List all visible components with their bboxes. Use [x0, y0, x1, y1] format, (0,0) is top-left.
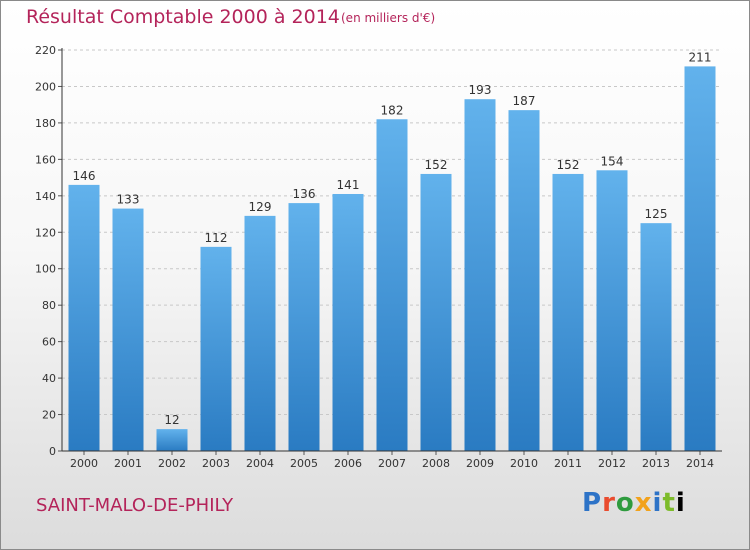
data-label-2008: 152: [425, 158, 448, 172]
data-label-2006: 141: [337, 178, 360, 192]
x-tick-label-2002: 2002: [158, 457, 186, 470]
bar-2012: [596, 170, 628, 452]
x-tick-label-2014: 2014: [686, 457, 714, 470]
chart-subtitle: (en milliers d'€): [341, 11, 436, 25]
y-tick-label: 80: [42, 299, 56, 312]
data-label-2014: 211: [689, 50, 712, 64]
bar-2004: [244, 215, 276, 451]
x-tick-label-2008: 2008: [422, 457, 450, 470]
y-tick-label: 20: [42, 409, 56, 422]
bar-2011: [552, 173, 584, 452]
city-name: SAINT-MALO-DE-PHILY: [36, 495, 234, 516]
axes: [58, 48, 722, 455]
data-label-2009: 193: [469, 83, 492, 97]
y-tick-label: 180: [35, 117, 56, 130]
labels: 0 20 40 60 80 100 120 140 160 180 200 220 146 2000 133…: [35, 44, 714, 470]
data-label-2002: 12: [164, 413, 179, 427]
x-tick-label-2006: 2006: [334, 457, 362, 470]
y-tick-label: 100: [35, 263, 56, 276]
x-tick-label-2010: 2010: [510, 457, 538, 470]
y-tick-label: 120: [35, 226, 56, 239]
data-label-2003: 112: [205, 231, 228, 245]
bar-2000: [68, 184, 100, 451]
x-tick-label-2000: 2000: [70, 457, 98, 470]
y-tick-label: 160: [35, 153, 56, 166]
x-tick-label-2012: 2012: [598, 457, 626, 470]
y-tick-label: 220: [35, 44, 56, 57]
y-tick-label: 60: [42, 336, 56, 349]
data-label-2007: 182: [381, 103, 404, 117]
x-tick-label-2011: 2011: [554, 457, 582, 470]
y-tick-label: 0: [49, 445, 56, 458]
bar-2001: [112, 208, 144, 451]
x-tick-label-2001: 2001: [114, 457, 142, 470]
x-tick-label-2013: 2013: [642, 457, 670, 470]
x-tick-label-2007: 2007: [378, 457, 406, 470]
data-label-2004: 129: [249, 200, 272, 214]
data-label-2013: 125: [645, 207, 668, 221]
chart-title: Résultat Comptable 2000 à 2014: [26, 6, 340, 28]
bar-2009: [464, 99, 496, 452]
bar-2006: [332, 193, 364, 451]
x-tick-label-2009: 2009: [466, 457, 494, 470]
data-label-2011: 152: [557, 158, 580, 172]
proxiti-logo: Proxiti: [582, 488, 686, 518]
y-tick-label: 40: [42, 372, 56, 385]
x-tick-label-2003: 2003: [202, 457, 230, 470]
bar-2014: [684, 66, 716, 452]
data-label-2012: 154: [601, 154, 624, 168]
bar-2010: [508, 110, 540, 452]
bar-2005: [288, 203, 320, 451]
x-tick-label-2004: 2004: [246, 457, 274, 470]
bar-2003: [200, 246, 232, 451]
data-label-2010: 187: [513, 94, 536, 108]
y-tick-label: 140: [35, 190, 56, 203]
bar-2002: [156, 429, 188, 451]
bar-2008: [420, 173, 452, 452]
data-label-2000: 146: [73, 169, 96, 183]
bar-2007: [376, 119, 408, 451]
bars: [68, 66, 716, 452]
y-tick-label: 200: [35, 80, 56, 93]
bar-2013: [640, 223, 672, 451]
data-label-2001: 133: [117, 193, 140, 207]
data-label-2005: 136: [293, 187, 316, 201]
x-tick-label-2005: 2005: [290, 457, 318, 470]
